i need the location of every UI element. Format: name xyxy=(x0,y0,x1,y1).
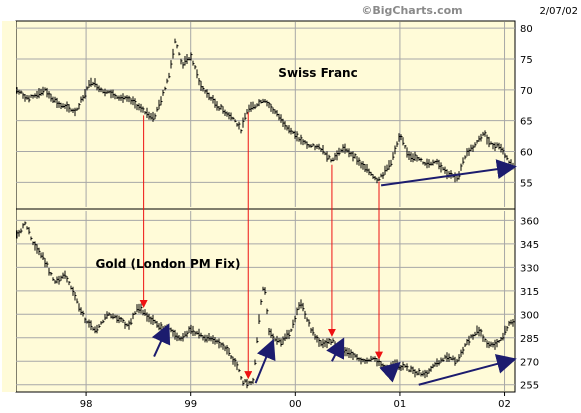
x-tick-label: 99 xyxy=(184,399,197,410)
franc-title: Swiss Franc xyxy=(278,66,357,80)
plot-left-margin xyxy=(2,21,16,392)
x-tick-label: 01 xyxy=(394,399,407,410)
gold-y-tick-label: 270 xyxy=(520,357,539,368)
x-tick-label: 98 xyxy=(80,399,93,410)
annotation-arrows xyxy=(139,112,517,386)
blue-trend-arrow xyxy=(380,159,517,187)
gold-y-tick-label: 285 xyxy=(520,334,539,345)
watermark: ©BigCharts.com xyxy=(361,4,462,17)
gold-y-tick-label: 300 xyxy=(520,310,539,321)
gold-panel xyxy=(16,221,515,389)
gold-y-tick-label: 360 xyxy=(520,216,539,227)
franc-y-tick-label: 70 xyxy=(520,86,533,97)
axis-labels: 80 75 70 65 60 55 360 345 330 315 300 285 270 255 98 99… xyxy=(80,24,539,410)
x-tick-label: 02 xyxy=(498,399,511,410)
blue-trend-arrow xyxy=(151,323,171,357)
x-tick-label: 00 xyxy=(289,399,302,410)
plot-area xyxy=(15,20,516,393)
blue-trend-arrow xyxy=(418,354,517,386)
gold-y-tick-label: 330 xyxy=(520,263,539,274)
gold-y-tick-label: 315 xyxy=(520,287,539,298)
gold-y-tick-label: 255 xyxy=(520,381,539,392)
chart-date: 2/07/02 xyxy=(539,6,578,17)
gold-title: Gold (London PM Fix) xyxy=(96,257,241,271)
franc-y-tick-label: 75 xyxy=(520,55,533,66)
blue-trend-arrow xyxy=(254,338,276,384)
swiss-franc-panel xyxy=(16,38,515,184)
blue-trend-arrow xyxy=(379,361,401,383)
franc-y-tick-label: 80 xyxy=(520,24,533,35)
gold-y-tick-label: 345 xyxy=(520,240,539,251)
franc-y-tick-label: 65 xyxy=(520,117,533,128)
grid-lines xyxy=(16,22,515,391)
franc-y-tick-label: 60 xyxy=(520,148,533,159)
blue-trend-arrow xyxy=(326,337,345,362)
franc-y-tick-label: 55 xyxy=(520,178,533,189)
